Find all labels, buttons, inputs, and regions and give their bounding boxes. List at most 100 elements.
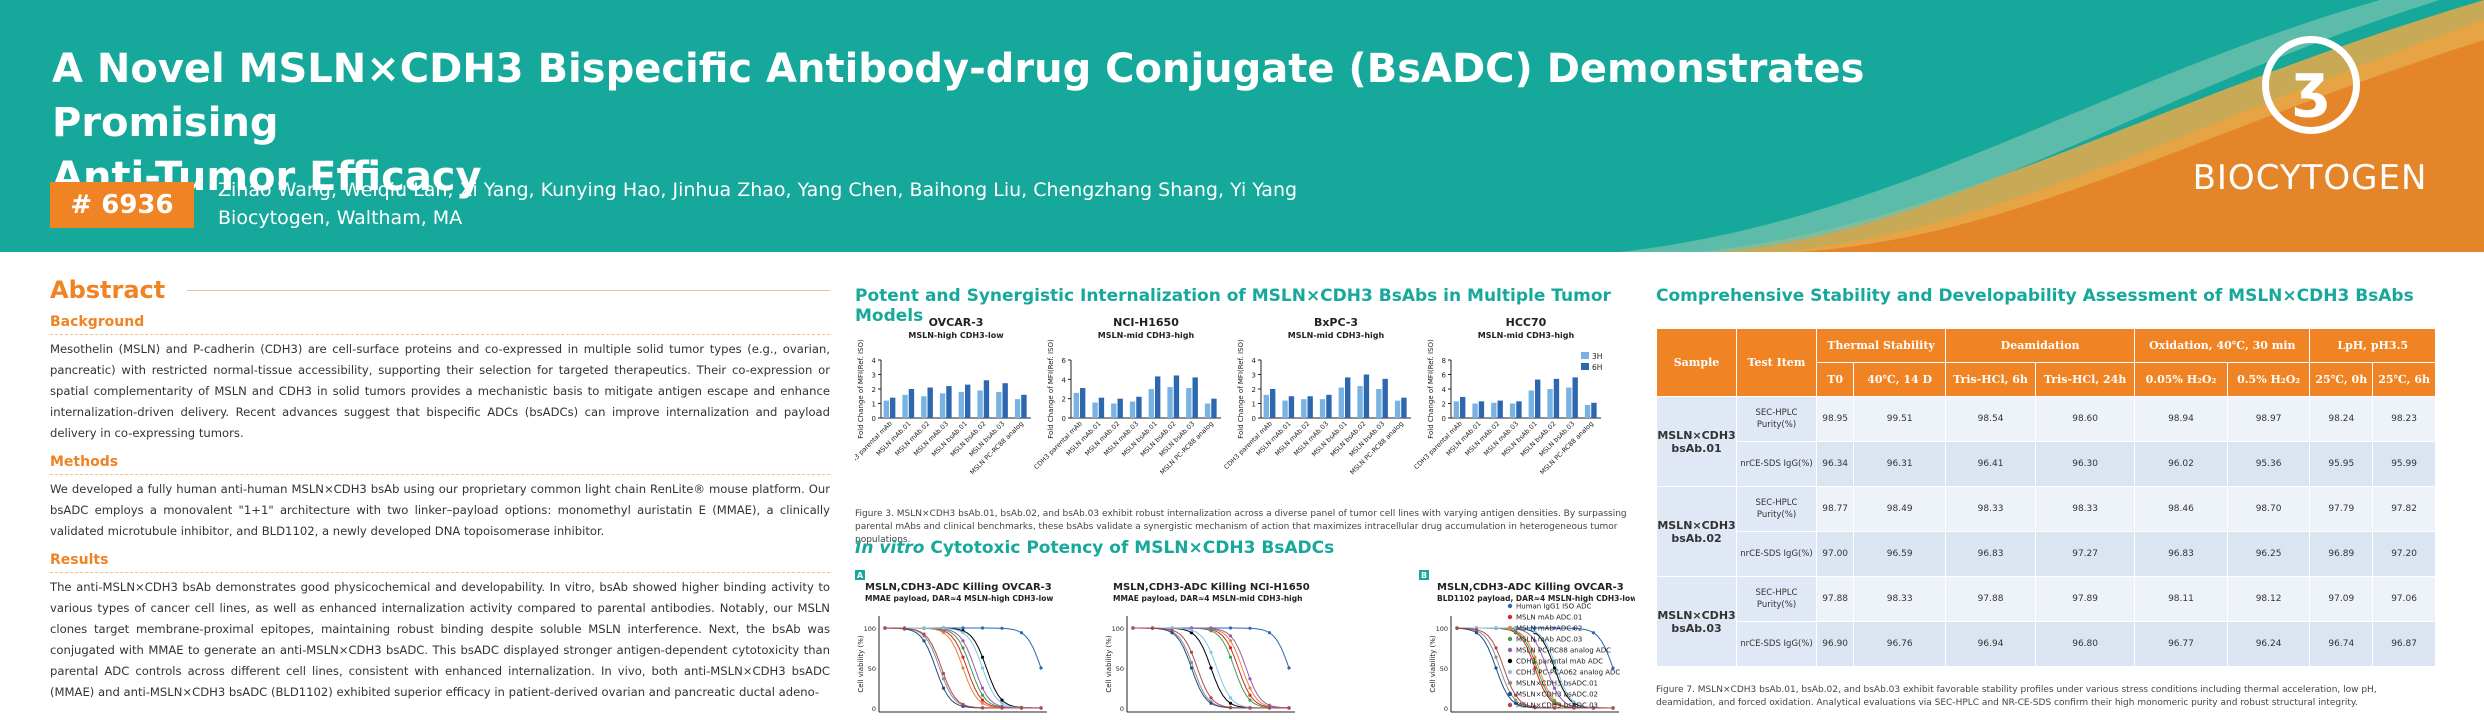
legend-swatch (1581, 352, 1589, 359)
background-heading: Background (50, 314, 830, 335)
value-cell: 95.99 (2372, 441, 2436, 487)
bar-3H (996, 391, 1002, 418)
curve-point (1572, 706, 1576, 710)
curve-point (1552, 660, 1557, 665)
y-axis-label: Fold Change of MFI(Ref. ISO) (1427, 339, 1435, 439)
header-decoration (1620, 0, 2484, 252)
curve-point (883, 626, 887, 630)
bar-3H (1528, 390, 1534, 418)
cytotoxicity-title: In vitro Cytotoxic Potency of MSLN×CDH3 … (855, 538, 1334, 558)
value-cell: 96.90 (1815, 621, 1855, 667)
affiliation: Biocytogen, Waltham, MA (218, 207, 463, 229)
curve-point (1248, 698, 1252, 702)
bar-3H (1491, 402, 1497, 418)
subheader: 25℃, 0h (2309, 362, 2374, 397)
value-cell: 98.97 (2226, 396, 2311, 442)
curve-point (1170, 631, 1174, 635)
curve-point (941, 686, 946, 690)
curve-point (1494, 655, 1498, 659)
value-cell: 97.27 (2035, 531, 2136, 577)
table-subheader-row: T0 40℃, 14 D Tris-HCl, 6h Tris-HCl, 24h … (1657, 362, 2436, 397)
test-item-cell: SEC-HPLC Purity(%) (1736, 576, 1817, 622)
figure-7-caption: Figure 7. MSLN×CDH3 bsAb.01, bsAb.02, an… (1656, 685, 2377, 708)
curve-point (902, 626, 907, 630)
table-body: MSLN×CDH3 bsAb.01 SEC-HPLC Purity(%) 98.95… (1656, 396, 2436, 667)
value-cell: 96.76 (1853, 621, 1947, 667)
bar-6H (1345, 377, 1351, 418)
curve-point (1552, 686, 1557, 690)
curve-point (1267, 703, 1272, 707)
curve-point (1228, 701, 1233, 705)
bar-3H (902, 394, 908, 418)
legend-label: MSLN×CDH3 bsADC.03 (1516, 702, 1598, 710)
y-tick-label: 6 (1062, 357, 1067, 365)
cytotoxicity-title-rest: Cytotoxic Potency of MSLN×CDH3 BsADCs (924, 538, 1335, 558)
y-tick-label: 0 (1442, 415, 1446, 423)
bar-6H (1002, 383, 1008, 418)
table-row: nrCE-SDS IgG(%) 96.34 96.31 96.41 96.30 96.02… (1657, 441, 2436, 487)
curve-point (941, 626, 946, 630)
internalization-title: Potent and Synergistic Internalization o… (855, 286, 1611, 326)
curve-point (1189, 650, 1194, 654)
title-line-1: A Novel MSLN×CDH3 Bispecific Antibody-dr… (52, 46, 1865, 146)
curve-point (1131, 626, 1135, 630)
methods-text: We developed a fully human anti-human MS… (50, 482, 830, 538)
curve-point (1474, 631, 1479, 635)
panel-a-label: A (857, 571, 864, 580)
curve-point (1572, 626, 1576, 630)
curve-point (1189, 666, 1194, 670)
bar-6H (1173, 375, 1180, 418)
stability-title: Comprehensive Stability and Developabili… (1656, 286, 2414, 306)
curve-point (941, 671, 946, 676)
curve-point (1189, 628, 1194, 632)
y-axis-label: Cell viability (%) (1105, 635, 1113, 692)
y-axis-label: Fold Change of MFI(Ref. ISO) (1047, 339, 1055, 439)
legend-label: CDH3 PC-PCA062 analog ADC (1516, 669, 1620, 677)
bar-6H (1535, 379, 1541, 418)
legend-swatch (1581, 363, 1589, 370)
curve-point (1513, 630, 1518, 634)
y-tick-label: 3 (1252, 372, 1256, 380)
chart-title: HCC70 (1506, 316, 1547, 329)
sample-cell: MSLN×CDH3 bsAb.03 (1656, 576, 1737, 667)
y-tick-label: 1 (1252, 401, 1256, 409)
y-tick-label: 1 (872, 401, 876, 409)
bar-6H (1192, 377, 1198, 418)
value-cell: 98.33 (1853, 576, 1947, 622)
value-cell: 96.30 (2035, 441, 2136, 487)
curve-point (1533, 639, 1537, 643)
bar-3H (1092, 402, 1098, 418)
panel-b-badge (1419, 570, 1429, 580)
bar-6H (1155, 376, 1161, 418)
value-cell: 98.46 (2134, 486, 2228, 532)
bar-3H (1472, 403, 1478, 418)
y-tick-label: 100 (864, 625, 876, 633)
cytotoxicity-title-italic: In vitro (855, 538, 925, 558)
y-tick-label: 2 (1442, 401, 1446, 409)
value-cell: 98.49 (1853, 486, 1947, 532)
value-cell: 96.41 (1945, 441, 2037, 487)
bar-3H (1394, 400, 1401, 418)
legend-label: MSLN mAb ADC.01 (1516, 614, 1582, 622)
bar-6H (1363, 374, 1370, 418)
subheader: Tris-HCl, 24h (2035, 362, 2136, 397)
value-cell: 96.77 (2134, 621, 2228, 667)
bar-3H (1204, 403, 1211, 418)
value-cell: 97.88 (1815, 576, 1855, 622)
table-row: MSLN×CDH3 bsAb.02 SEC-HPLC Purity(%) 98.77… (1656, 486, 2436, 577)
bar-6H (1136, 396, 1142, 418)
bar-6H (1326, 394, 1332, 418)
curve-point (1209, 696, 1213, 700)
table-row: MSLN×CDH3 bsAb.01 SEC-HPLC Purity(%) 98.95… (1656, 396, 2436, 487)
curve-point (1228, 634, 1233, 638)
subheader: Tris-HCl, 6h (1945, 362, 2037, 397)
bar-3H (1014, 399, 1021, 418)
value-cell: 96.59 (1853, 531, 1947, 577)
value-cell: 98.70 (2226, 486, 2311, 532)
curve-title: MSLN,CDH3-ADC Killing OVCAR-3 (865, 582, 1052, 593)
curve-point (1533, 705, 1537, 709)
y-tick-label: 8 (1442, 357, 1446, 365)
curve-point (1209, 650, 1213, 654)
curve-point (1248, 686, 1252, 690)
curve-point (980, 693, 985, 697)
